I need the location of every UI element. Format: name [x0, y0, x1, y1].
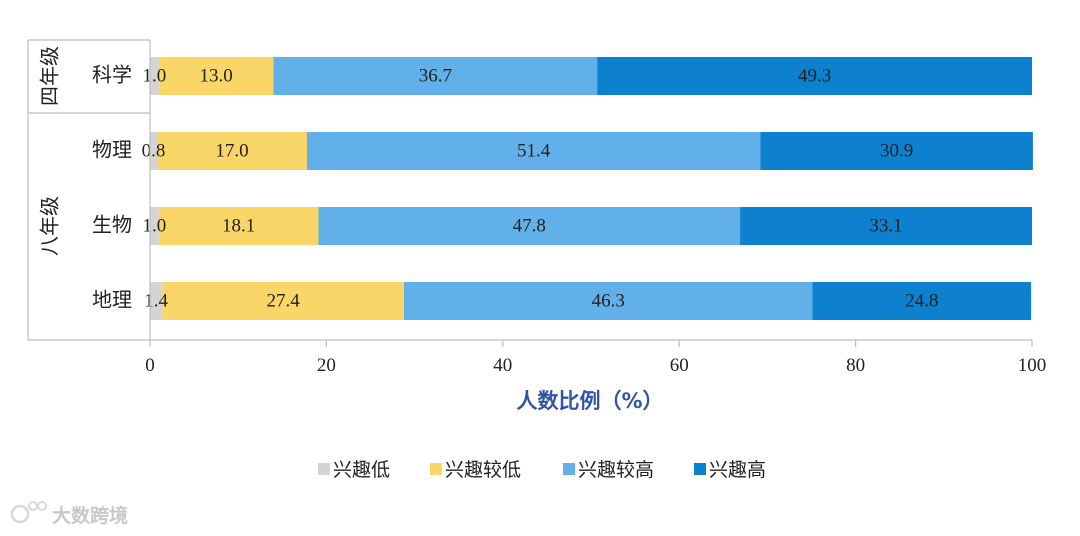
watermark: 大数跨境: [10, 501, 128, 527]
data-label-1-3: 30.9: [880, 140, 913, 161]
data-label-0-2: 36.7: [419, 65, 452, 86]
category-label-2: 生物: [92, 213, 132, 237]
bar-segment-0-1: [158, 57, 274, 95]
data-label-2-2: 47.8: [513, 215, 546, 236]
data-label-3-0: 1.4: [144, 290, 168, 311]
x-tick-label-5: 100: [1018, 355, 1047, 376]
data-label-3-3: 24.8: [905, 290, 938, 311]
data-label-0-3: 49.3: [798, 65, 831, 86]
bar-segment-2-3: [740, 207, 1032, 245]
x-ticks-layer: 0 20 40 60 80 100: [145, 340, 1046, 376]
watermark-text: 大数跨境: [52, 504, 128, 527]
bar-segment-3-3: [812, 282, 1032, 320]
data-label-1-2: 51.4: [517, 140, 551, 161]
bar-segment-1-3: [760, 132, 1033, 170]
bars-layer: [150, 57, 1033, 320]
legend-swatch-0: [318, 463, 330, 475]
x-tick-label-4: 80: [846, 355, 865, 376]
bar-segment-0-3: [597, 57, 1032, 95]
legend-swatch-3: [694, 463, 706, 475]
x-tick-label-2: 40: [493, 355, 512, 376]
data-label-0-0: 1.0: [143, 65, 167, 86]
watermark-logo-icon: [10, 501, 47, 524]
x-tick-label-1: 20: [317, 355, 336, 376]
category-label-3: 地理: [92, 288, 132, 312]
bar-segment-2-1: [158, 207, 319, 245]
bar-segment-0-0: [150, 57, 159, 95]
group-label-grade4: 四年级: [38, 46, 62, 106]
bar-segment-3-0: [150, 282, 163, 320]
bar-segment-1-0: [150, 132, 158, 170]
axes-layer: [27, 39, 1032, 341]
legend-label-2: 兴趣较高: [578, 459, 654, 481]
data-label-3-2: 46.3: [592, 290, 625, 311]
group-label-grade8: 八年级: [38, 196, 62, 256]
legend-label-3: 兴趣高: [709, 459, 766, 481]
data-label-1-0: 0.8: [142, 140, 166, 161]
bar-segment-3-1: [162, 282, 405, 320]
category-label-1: 物理: [92, 138, 132, 162]
bar-segment-0-2: [273, 57, 598, 95]
data-label-2-1: 18.1: [222, 215, 255, 236]
category-label-0: 科学: [92, 63, 132, 87]
grade-labels: 四年级 八年级: [38, 46, 62, 256]
x-tick-label-3: 60: [670, 355, 689, 376]
data-label-0-1: 13.0: [200, 65, 233, 86]
legend: 兴趣低 兴趣较低 兴趣较高 兴趣高: [318, 459, 766, 481]
legend-label-0: 兴趣低: [333, 459, 390, 481]
bar-segment-1-1: [157, 132, 307, 170]
x-axis-title: 人数比例（%）: [516, 389, 663, 413]
legend-swatch-1: [430, 463, 442, 475]
legend-label-1: 兴趣较低: [445, 459, 521, 481]
bar-segment-2-2: [318, 207, 741, 245]
x-tick-label-0: 0: [145, 355, 155, 376]
data-label-3-1: 27.4: [267, 290, 301, 311]
bar-segment-3-2: [404, 282, 813, 320]
bar-segment-1-2: [306, 132, 761, 170]
bar-segment-2-0: [150, 207, 159, 245]
data-label-2-0: 1.0: [143, 215, 167, 236]
data-label-2-3: 33.1: [869, 215, 902, 236]
data-labels-layer: 1.0 13.0 36.7 49.3 0.8 17.0 51.4 30.9 1.0 18.1 47.…: [142, 65, 939, 311]
data-label-1-1: 17.0: [215, 140, 248, 161]
legend-swatch-2: [563, 463, 575, 475]
